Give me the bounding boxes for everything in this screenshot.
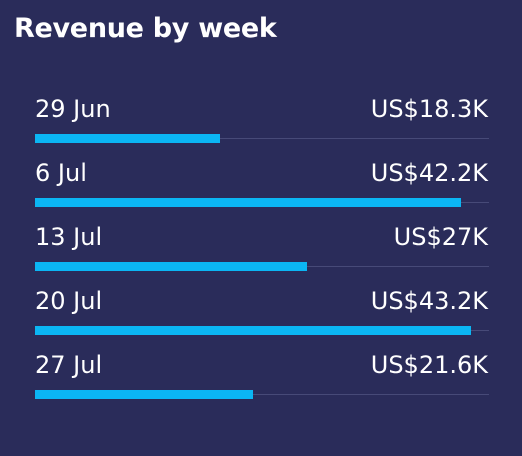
value-label: US$42.2K — [370, 159, 488, 187]
category-label: 20 Jul — [35, 287, 103, 315]
bar — [35, 326, 471, 335]
category-label: 27 Jul — [35, 351, 103, 379]
value-label: US$27K — [393, 223, 488, 251]
value-label: US$43.2K — [370, 287, 488, 315]
bar-track — [35, 138, 489, 139]
bar — [35, 390, 253, 399]
bar-row: 13 Jul US$27K — [35, 220, 489, 284]
category-label: 6 Jul — [35, 159, 87, 187]
bar-row: 6 Jul US$42.2K — [35, 156, 489, 220]
bar-row: 29 Jun US$18.3K — [35, 92, 489, 156]
category-label: 29 Jun — [35, 95, 111, 123]
bar — [35, 134, 220, 143]
value-label: US$21.6K — [370, 351, 488, 379]
bar-row: 20 Jul US$43.2K — [35, 284, 489, 348]
bar — [35, 262, 307, 271]
value-label: US$18.3K — [370, 95, 488, 123]
chart-title: Revenue by week — [14, 13, 277, 44]
category-label: 13 Jul — [35, 223, 103, 251]
bar — [35, 198, 461, 207]
bar-track — [35, 394, 489, 395]
bar-list: 29 Jun US$18.3K 6 Jul US$42.2K 13 Jul US$27K 2… — [35, 92, 489, 412]
bar-row: 27 Jul US$21.6K — [35, 348, 489, 412]
